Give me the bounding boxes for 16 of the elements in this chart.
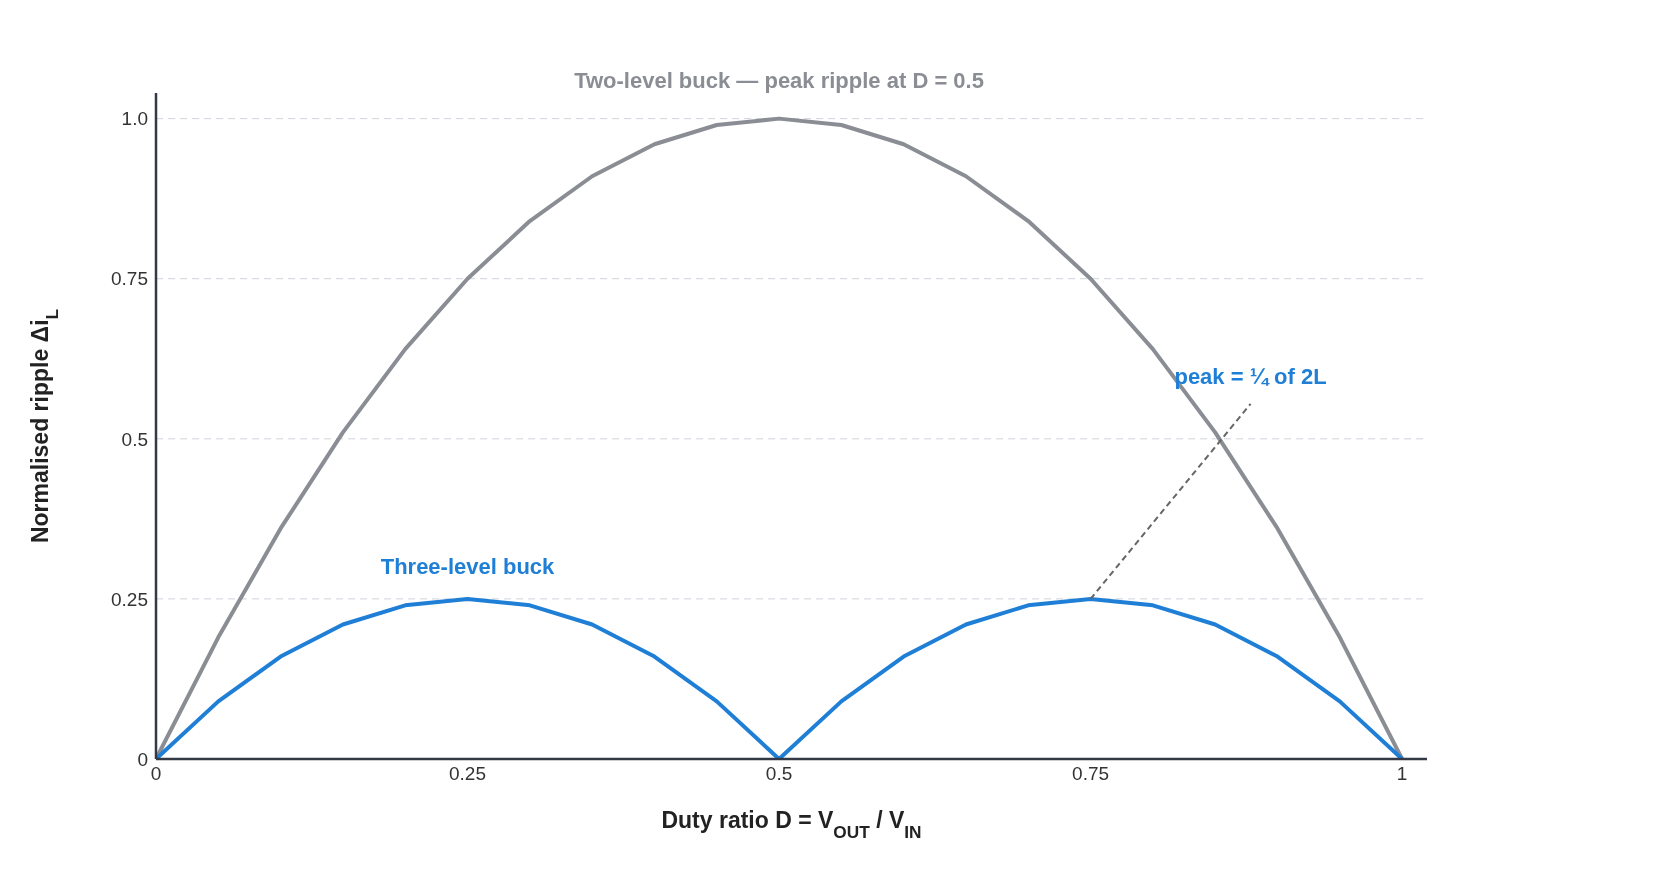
x-tick-label: 0.5 bbox=[765, 763, 793, 785]
line-series bbox=[156, 116, 1405, 759]
series-label: Three-level buck bbox=[380, 553, 556, 579]
y-tick-label: 0.25 bbox=[111, 588, 148, 610]
y-tick-label: 1.0 bbox=[121, 108, 148, 130]
annotation: peak = ¼ of 2L bbox=[1174, 363, 1327, 389]
line-series bbox=[156, 596, 1405, 759]
x-axis-title: Duty ratio D = V$_{OUT}$ / V$_{IN}$ bbox=[661, 807, 922, 842]
x-tick-label: 0.75 bbox=[1072, 763, 1110, 785]
x-tick-label: 1 bbox=[1396, 763, 1408, 785]
y-tick-label: 0.5 bbox=[121, 428, 148, 450]
x-tick-label: 0.25 bbox=[449, 763, 487, 785]
series-label: Two-level buck — peak ripple at D = 0.5 bbox=[574, 68, 984, 93]
x-tick-label: 0 bbox=[150, 763, 162, 785]
y-tick-label: 0.75 bbox=[111, 268, 148, 290]
y-tick-label: 0 bbox=[137, 748, 148, 770]
